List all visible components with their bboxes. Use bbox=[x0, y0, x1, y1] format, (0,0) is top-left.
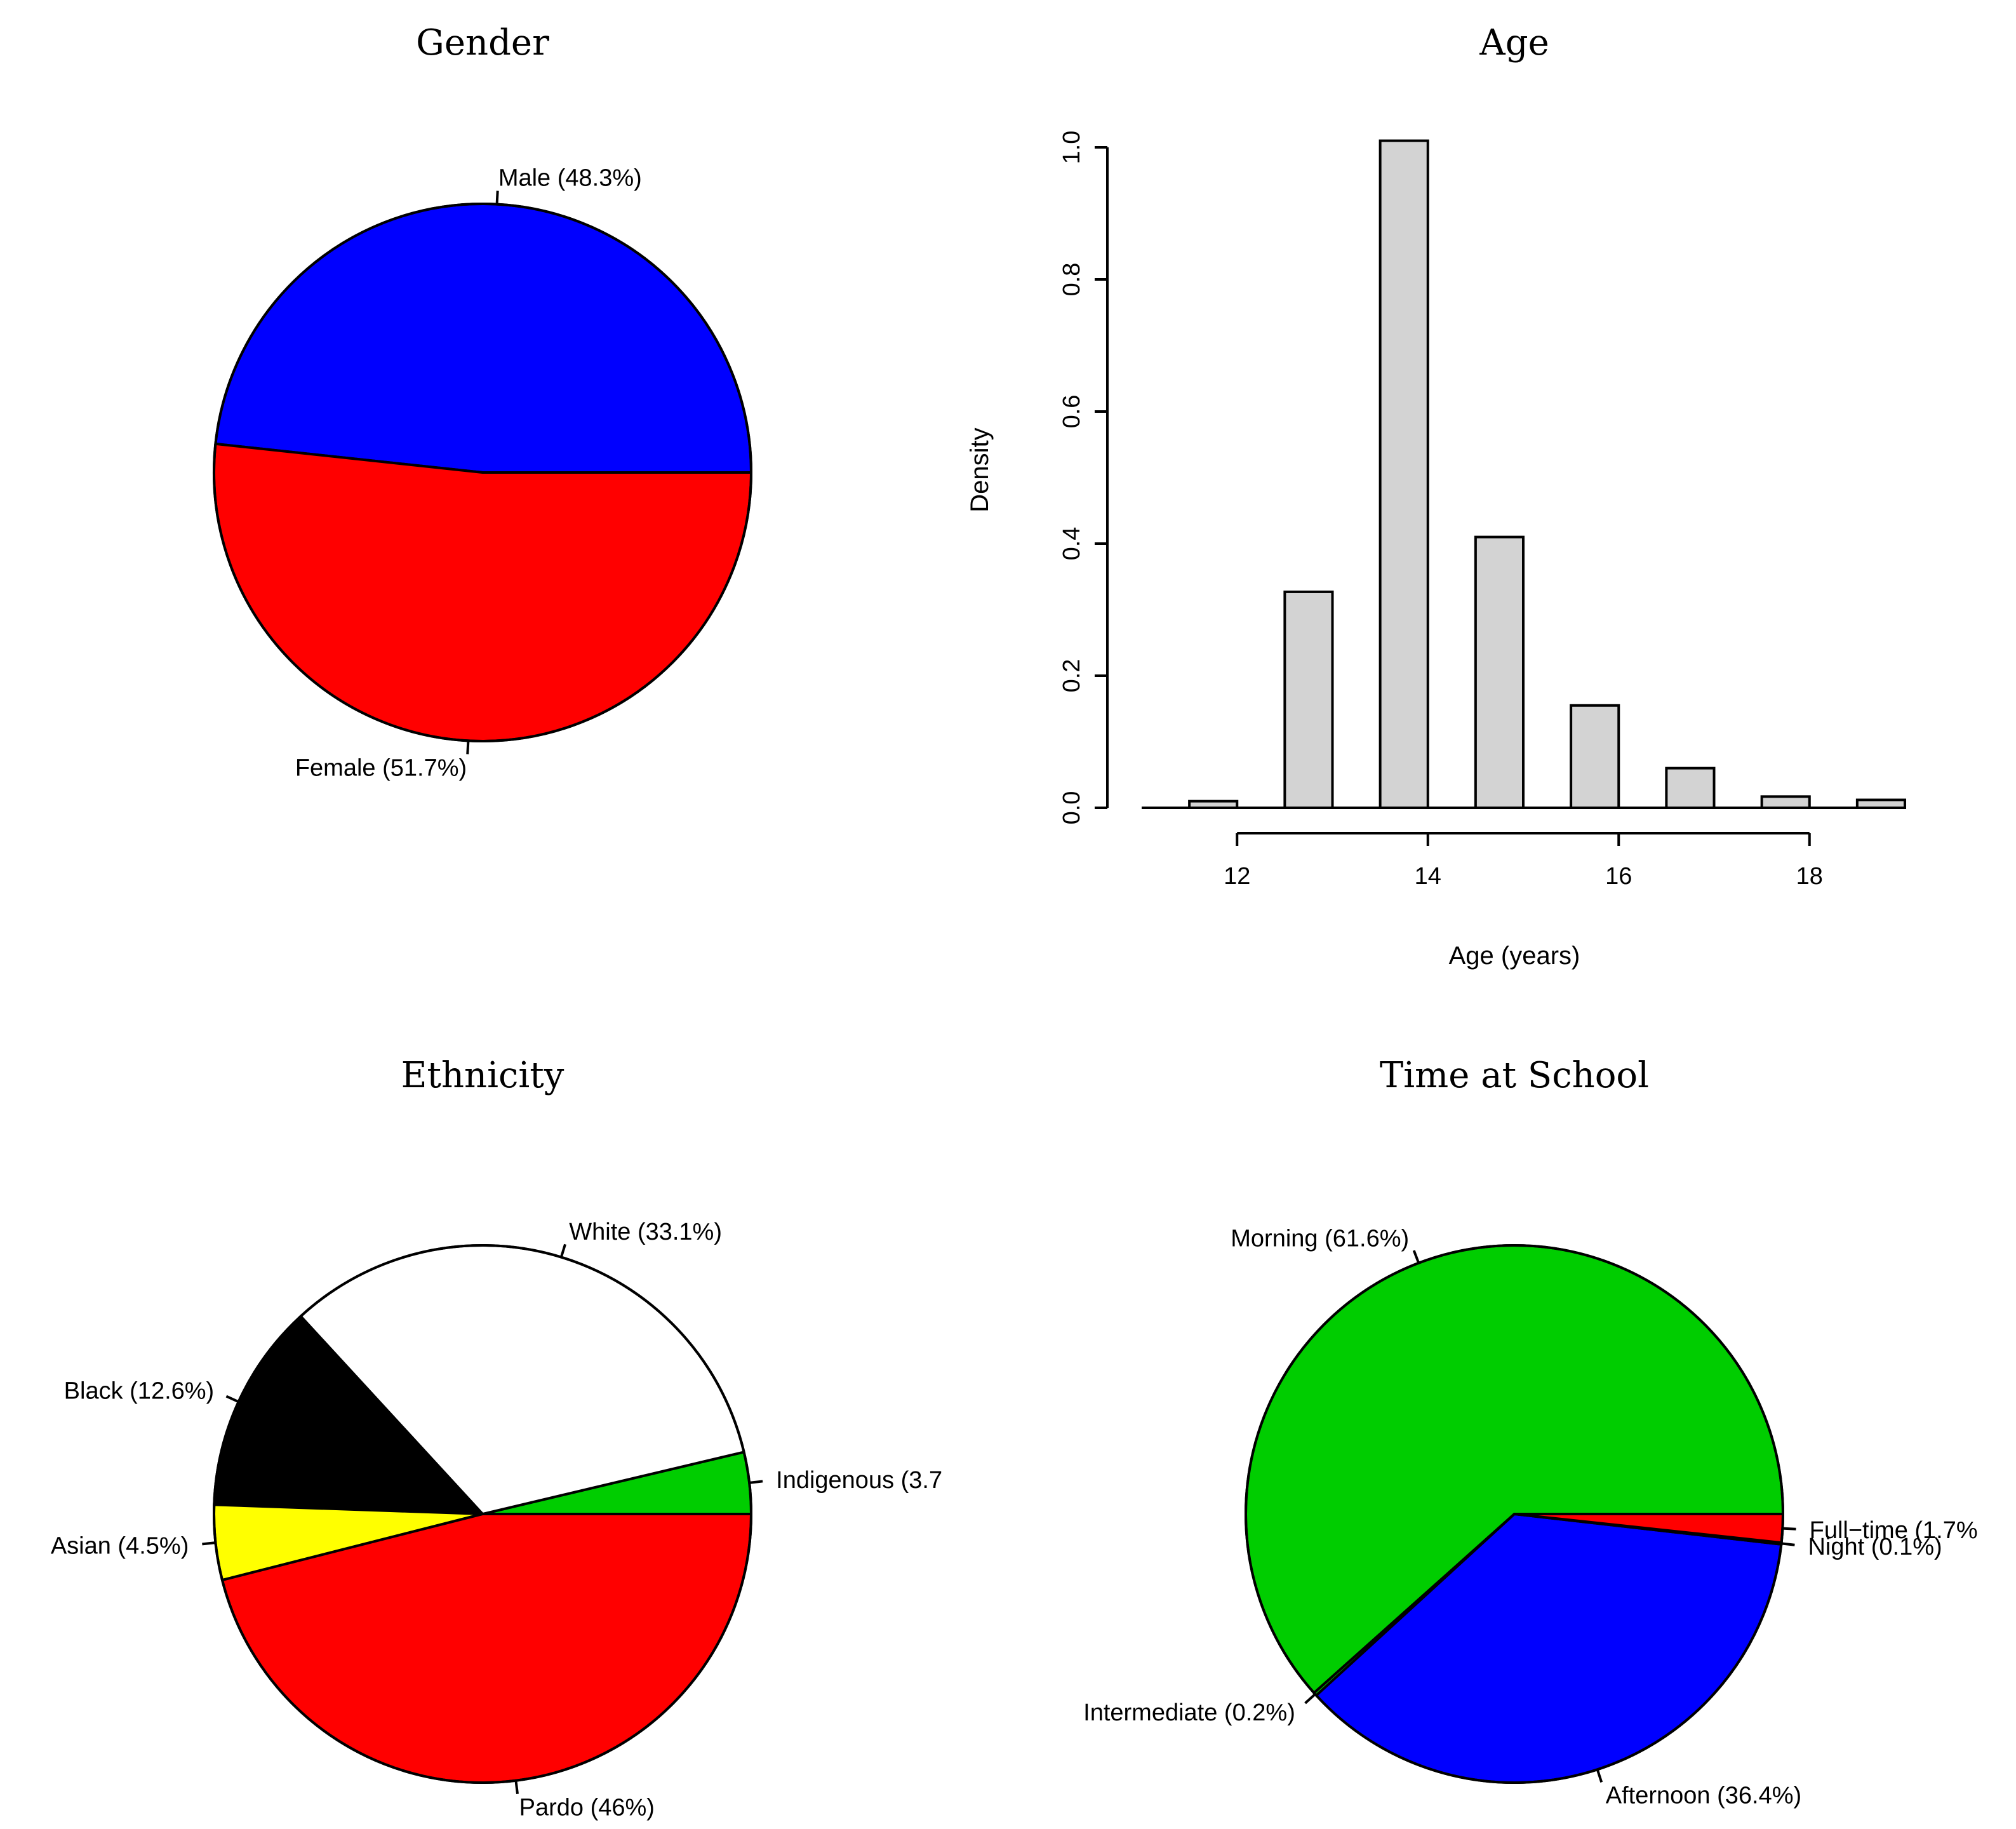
gender-slice-male bbox=[214, 203, 753, 474]
age-bar-3 bbox=[1474, 535, 1525, 809]
gender-title: Gender bbox=[416, 22, 549, 64]
time-at-school-pie-panel: Time at School Morning (61.6%) Intermedia… bbox=[1083, 1055, 1978, 1809]
time-at-school-slice-night-label: Night (0.1%) bbox=[1808, 1534, 1942, 1560]
ethnicity-slice-black-label: Black (12.6%) bbox=[64, 1378, 215, 1405]
age-y-tick-label-5: 1.0 bbox=[1058, 131, 1085, 164]
time-at-school-slice-afternoon-label: Afternoon (36.4%) bbox=[1606, 1783, 1801, 1809]
gender-slice-male-leader bbox=[495, 191, 499, 204]
ethnicity-slice-white-label: White (33.1%) bbox=[569, 1219, 722, 1245]
age-x-tick-label-1: 14 bbox=[1415, 863, 1441, 890]
ethnicity-slice-asian-label: Asian (4.5%) bbox=[51, 1533, 189, 1560]
ethnicity-slice-white-leader bbox=[559, 1243, 566, 1258]
ethnicity-slice-black-leader bbox=[225, 1395, 239, 1404]
age-bars bbox=[1142, 139, 1907, 810]
time-at-school-outline bbox=[1245, 1244, 1784, 1784]
age-histogram-panel: Age 12 14 16 18 0.0 0.2 0.4 0.6 0.8 1.0 Age (year… bbox=[966, 22, 1907, 970]
age-xlabel: Age (years) bbox=[1449, 942, 1580, 970]
ethnicity-slice-indigenous-label: Indigenous (3.7 bbox=[776, 1467, 942, 1494]
age-title: Age bbox=[1479, 22, 1549, 64]
gender-slice-female-label: Female (51.7%) bbox=[295, 755, 467, 782]
time-at-school-slice-morning-label: Morning (61.6%) bbox=[1231, 1225, 1409, 1252]
gender-pie-panel: Gender Male (48.3%) Female (51.7%) bbox=[213, 22, 753, 782]
time-at-school-slice-afternoon-leader bbox=[1596, 1769, 1603, 1783]
age-y-tick-label-4: 0.8 bbox=[1058, 263, 1085, 297]
time-at-school-slice-night-leader bbox=[1781, 1542, 1795, 1546]
gender-slice-female bbox=[213, 442, 753, 742]
age-x-tick-label-2: 16 bbox=[1605, 863, 1632, 890]
ethnicity-slice-pardo-label: Pardo (46%) bbox=[519, 1795, 655, 1821]
age-bar-1 bbox=[1283, 590, 1334, 809]
age-y-tick-label-1: 0.2 bbox=[1058, 659, 1085, 693]
age-bar-6 bbox=[1760, 795, 1811, 809]
age-y-tick-label-3: 0.6 bbox=[1058, 395, 1085, 429]
time-at-school-title: Time at School bbox=[1380, 1055, 1649, 1096]
time-at-school-slice-morning-leader bbox=[1412, 1250, 1420, 1264]
ethnicity-title: Ethnicity bbox=[401, 1055, 564, 1096]
age-x-tick-label-3: 18 bbox=[1796, 863, 1823, 890]
age-bar-5 bbox=[1665, 767, 1716, 809]
time-at-school-slice-intermediate-leader bbox=[1304, 1693, 1316, 1705]
age-y-tick-label-0: 0.0 bbox=[1058, 791, 1085, 825]
gender-slice-female-leader bbox=[466, 740, 470, 754]
time-at-school-slice-intermediate-label: Intermediate (0.2%) bbox=[1083, 1699, 1295, 1726]
time-at-school-slice-full-time-label: Full−time (1.7% bbox=[1810, 1517, 1978, 1544]
age-x-tick-label-0: 12 bbox=[1224, 863, 1250, 890]
ethnicity-outline bbox=[213, 1244, 752, 1784]
age-ylabel: Density bbox=[966, 427, 994, 512]
ethnicity-slice-asian-leader bbox=[202, 1541, 216, 1546]
age-bar-2 bbox=[1378, 139, 1429, 810]
age-y-tick-label-2: 0.4 bbox=[1058, 527, 1085, 561]
ethnicity-slice-pardo-leader bbox=[514, 1780, 519, 1794]
gender-slice-male-label: Male (48.3%) bbox=[498, 164, 642, 191]
gender-outline bbox=[213, 203, 752, 742]
age-axes: 12 14 16 18 0.0 0.2 0.4 0.6 0.8 1.0 bbox=[1058, 131, 1823, 890]
ethnicity-slice-indigenous-leader bbox=[749, 1480, 763, 1484]
age-bar-4 bbox=[1570, 704, 1620, 810]
ethnicity-pie-panel: Ethnicity Indigenous (3.7 White (33.1%) Bl… bbox=[51, 1055, 942, 1821]
